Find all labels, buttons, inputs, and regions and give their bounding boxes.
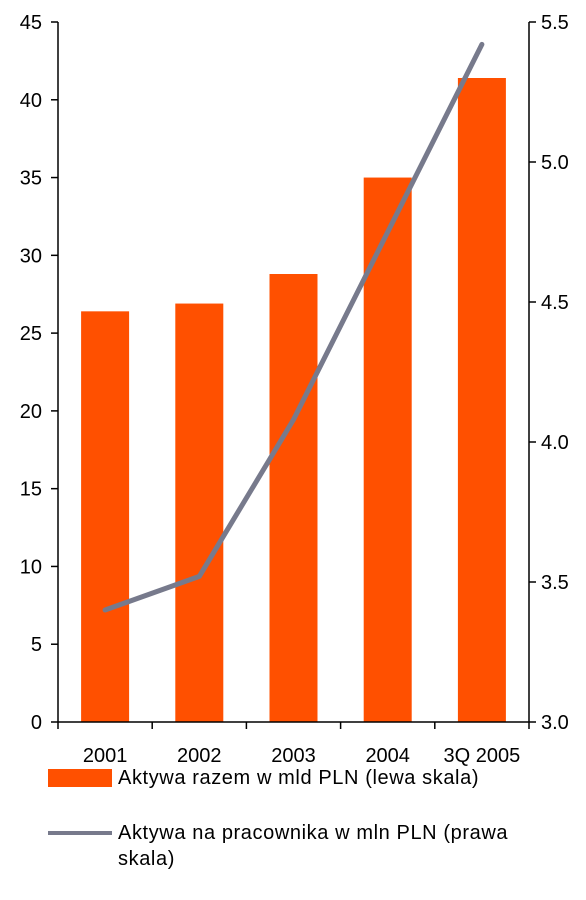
left-tick-label: 40 <box>20 90 42 112</box>
left-tick-label: 20 <box>20 401 42 423</box>
axes: 0 5 10 15 20 25 30 35 40 45 3.0 3.5 4.0 4.5 5.0 5.5 2001… <box>20 12 569 767</box>
left-tick-label: 5 <box>31 634 42 656</box>
left-tick-label: 30 <box>20 245 42 267</box>
line-series <box>102 41 485 613</box>
x-tick-label: 2004 <box>365 745 410 767</box>
right-tick-label: 3.5 <box>541 572 569 594</box>
right-tick-label: 4.0 <box>541 432 569 454</box>
left-tick-label: 25 <box>20 323 42 345</box>
left-tick-label: 45 <box>20 12 42 34</box>
legend-swatch-bars <box>48 769 112 787</box>
x-tick-label: 2002 <box>177 745 222 767</box>
left-tick-label: 15 <box>20 479 42 501</box>
left-tick-label: 10 <box>20 556 42 578</box>
x-tick-label: 3Q 2005 <box>444 745 521 767</box>
right-tick-label: 4.5 <box>541 292 569 314</box>
legend-swatch-line <box>48 831 112 835</box>
bar-2001 <box>81 311 130 722</box>
left-tick-label: 35 <box>20 168 42 190</box>
right-tick-label: 5.0 <box>541 152 569 174</box>
legend-item-bars: Aktywa razem w mld PLN (lewa skala) <box>48 765 548 791</box>
bar-2002 <box>175 303 224 722</box>
right-tick-label: 3.0 <box>541 712 569 734</box>
bar-3q-2005 <box>457 78 506 722</box>
bar-series <box>81 78 506 723</box>
legend-label-bars: Aktywa razem w mld PLN (lewa skala) <box>118 767 480 789</box>
bar-2003 <box>269 274 318 722</box>
left-tick-label: 0 <box>31 712 42 734</box>
x-tick-label: 2003 <box>271 745 316 767</box>
legend-item-line: Aktywa na pracownika w mln PLN (prawa sk… <box>48 820 548 872</box>
x-tick-label: 2001 <box>83 745 128 767</box>
legend-label-line: Aktywa na pracownika w mln PLN (prawa sk… <box>118 822 509 870</box>
right-tick-label: 5.5 <box>541 12 569 34</box>
bar-2004 <box>363 177 412 723</box>
